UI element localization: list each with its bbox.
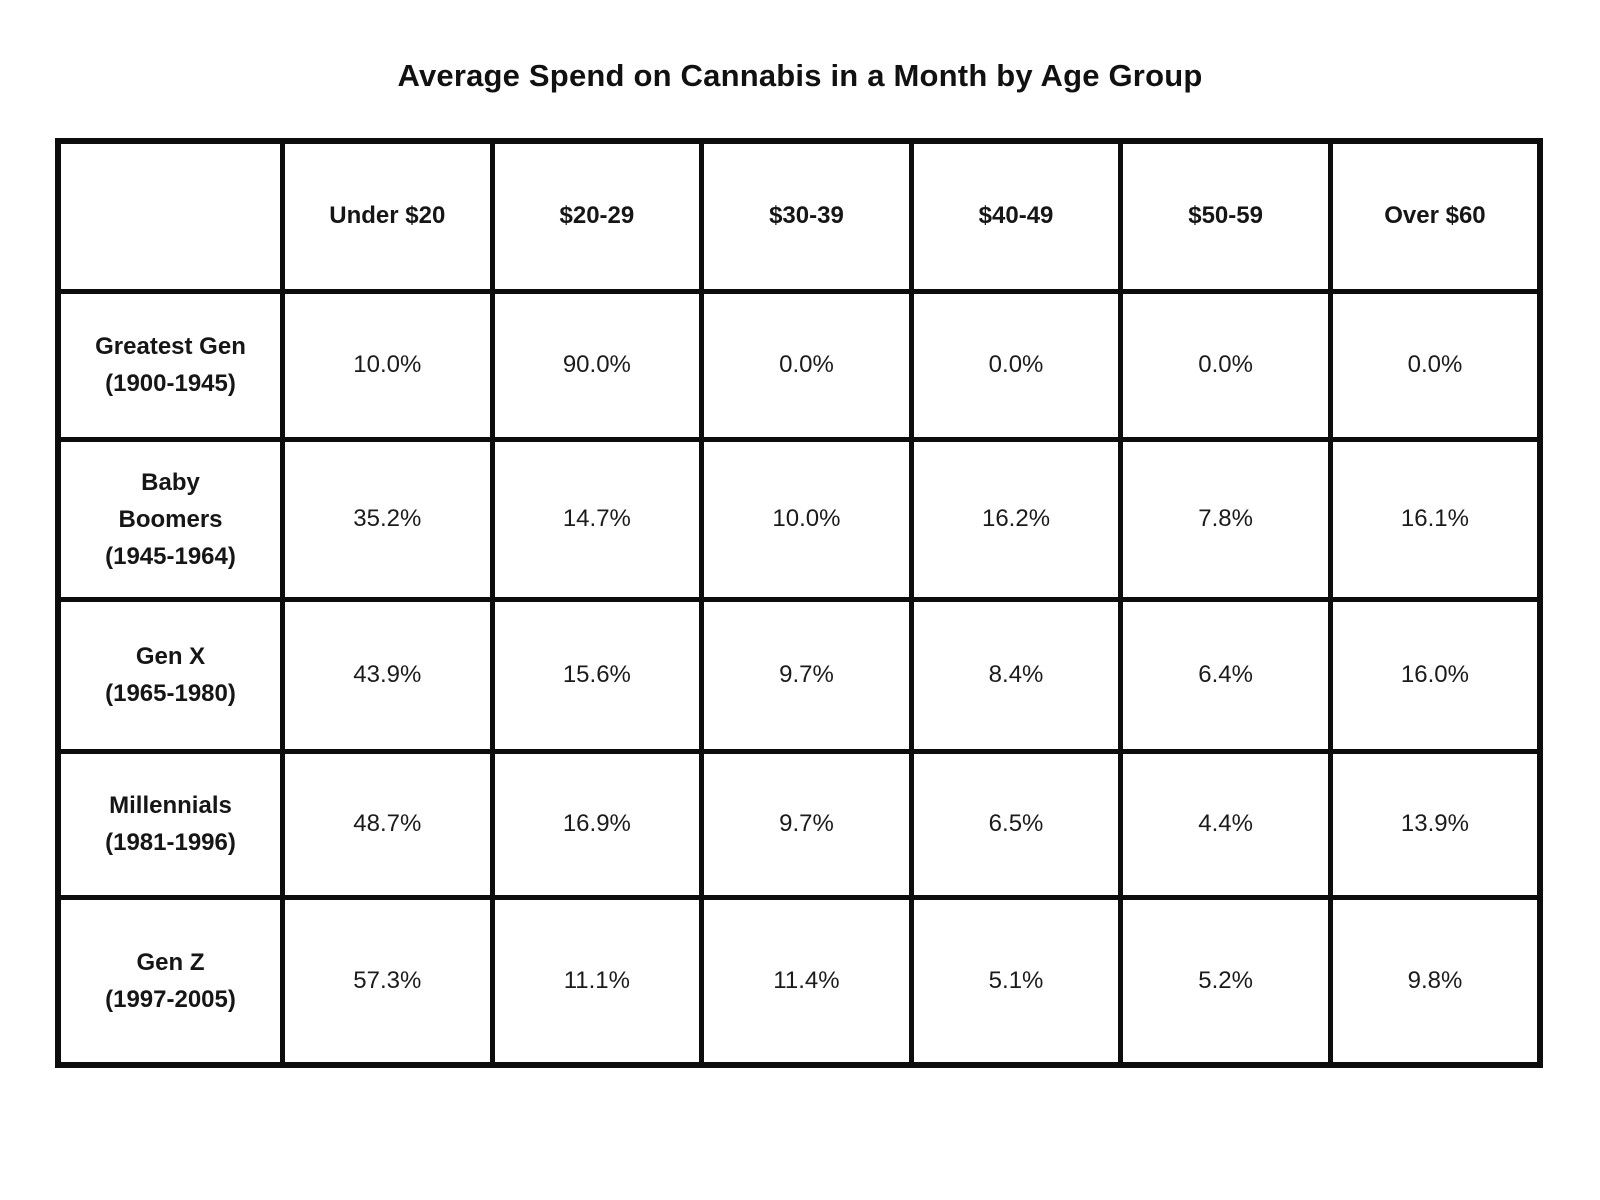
- spend-table: Under $20 $20-29 $30-39 $40-49 $50-59 Over $6…: [55, 138, 1543, 1068]
- value-cell: 0.0%: [699, 288, 914, 442]
- value-cell: 0.0%: [908, 288, 1124, 442]
- value-cell: 0.0%: [1327, 288, 1543, 442]
- row-label-line: (1965-1980): [105, 680, 236, 707]
- table-row: Gen Z (1997-2005) 57.3% 11.1% 11.4% 5.1% 5.2% 9…: [55, 894, 1543, 1068]
- value-cell: 9.7%: [699, 748, 914, 900]
- row-label-line: (1997-2005): [105, 985, 236, 1013]
- value-cell: 9.7%: [699, 596, 914, 754]
- column-header: Under $20: [280, 138, 495, 294]
- value-cell: 35.2%: [280, 436, 495, 602]
- value-cell: 9.8%: [1327, 894, 1543, 1068]
- value-cell: 14.7%: [489, 436, 705, 602]
- table-row: Greatest Gen (1900-1945) 10.0% 90.0% 0.0% 0.0…: [55, 288, 1543, 442]
- row-label-line: (1900-1945): [105, 370, 236, 397]
- page-title: Average Spend on Cannabis in a Month by …: [397, 58, 1203, 93]
- row-label-line: Gen Z: [136, 948, 205, 976]
- value-cell: 13.9%: [1327, 748, 1543, 900]
- table-row: Baby Boomers (1945-1964) 35.2% 14.7% 10.0% 16.…: [55, 436, 1543, 602]
- corner-cell: [55, 138, 285, 294]
- row-label-line: Greatest Gen: [95, 333, 246, 360]
- value-cell: 16.1%: [1327, 436, 1543, 602]
- header-row: Under $20 $20-29 $30-39 $40-49 $50-59 Over $6…: [55, 138, 1543, 294]
- row-label: Gen Z (1997-2005): [55, 894, 285, 1068]
- value-cell: 16.0%: [1327, 596, 1543, 754]
- value-cell: 10.0%: [280, 288, 495, 442]
- row-label: Millennials (1981-1996): [55, 748, 285, 900]
- value-cell: 43.9%: [280, 596, 495, 754]
- value-cell: 16.9%: [489, 748, 705, 900]
- row-label-line: Baby: [141, 468, 200, 496]
- table-row: Gen X (1965-1980) 43.9% 15.6% 9.7% 8.4% 6.4% 16…: [55, 596, 1543, 754]
- row-label-line: Boomers: [118, 505, 223, 533]
- row-label-line: (1981-1996): [105, 829, 236, 856]
- row-label: Greatest Gen (1900-1945): [55, 288, 285, 442]
- value-cell: 15.6%: [489, 596, 705, 754]
- column-header: $40-49: [908, 138, 1124, 294]
- value-cell: 11.4%: [699, 894, 914, 1068]
- column-header: $30-39: [699, 138, 914, 294]
- row-label-line: Gen X: [135, 643, 206, 670]
- value-cell: 10.0%: [699, 436, 914, 602]
- value-cell: 11.1%: [489, 894, 705, 1068]
- value-cell: 0.0%: [1118, 288, 1333, 442]
- value-cell: 7.8%: [1118, 436, 1333, 602]
- value-cell: 57.3%: [280, 894, 495, 1068]
- column-header: $50-59: [1118, 138, 1333, 294]
- column-header: Over $60: [1327, 138, 1543, 294]
- value-cell: 6.4%: [1118, 596, 1333, 754]
- value-cell: 6.5%: [908, 748, 1124, 900]
- column-header: $20-29: [489, 138, 705, 294]
- value-cell: 90.0%: [489, 288, 705, 442]
- value-cell: 8.4%: [908, 596, 1124, 754]
- row-label: Baby Boomers (1945-1964): [55, 436, 285, 602]
- row-label: Gen X (1965-1980): [55, 596, 285, 754]
- value-cell: 5.1%: [908, 894, 1124, 1068]
- table-body: Greatest Gen (1900-1945) 10.0% 90.0% 0.0% 0.0…: [55, 288, 1543, 1068]
- value-cell: 48.7%: [280, 748, 495, 900]
- table-row: Millennials (1981-1996) 48.7% 16.9% 9.7% 6.5%…: [55, 748, 1543, 900]
- row-label-line: (1945-1964): [105, 542, 236, 570]
- value-cell: 5.2%: [1118, 894, 1333, 1068]
- value-cell: 4.4%: [1118, 748, 1333, 900]
- table-header: Under $20 $20-29 $30-39 $40-49 $50-59 Over $6…: [55, 138, 1543, 294]
- row-label-line: Millennials: [109, 792, 232, 819]
- value-cell: 16.2%: [908, 436, 1124, 602]
